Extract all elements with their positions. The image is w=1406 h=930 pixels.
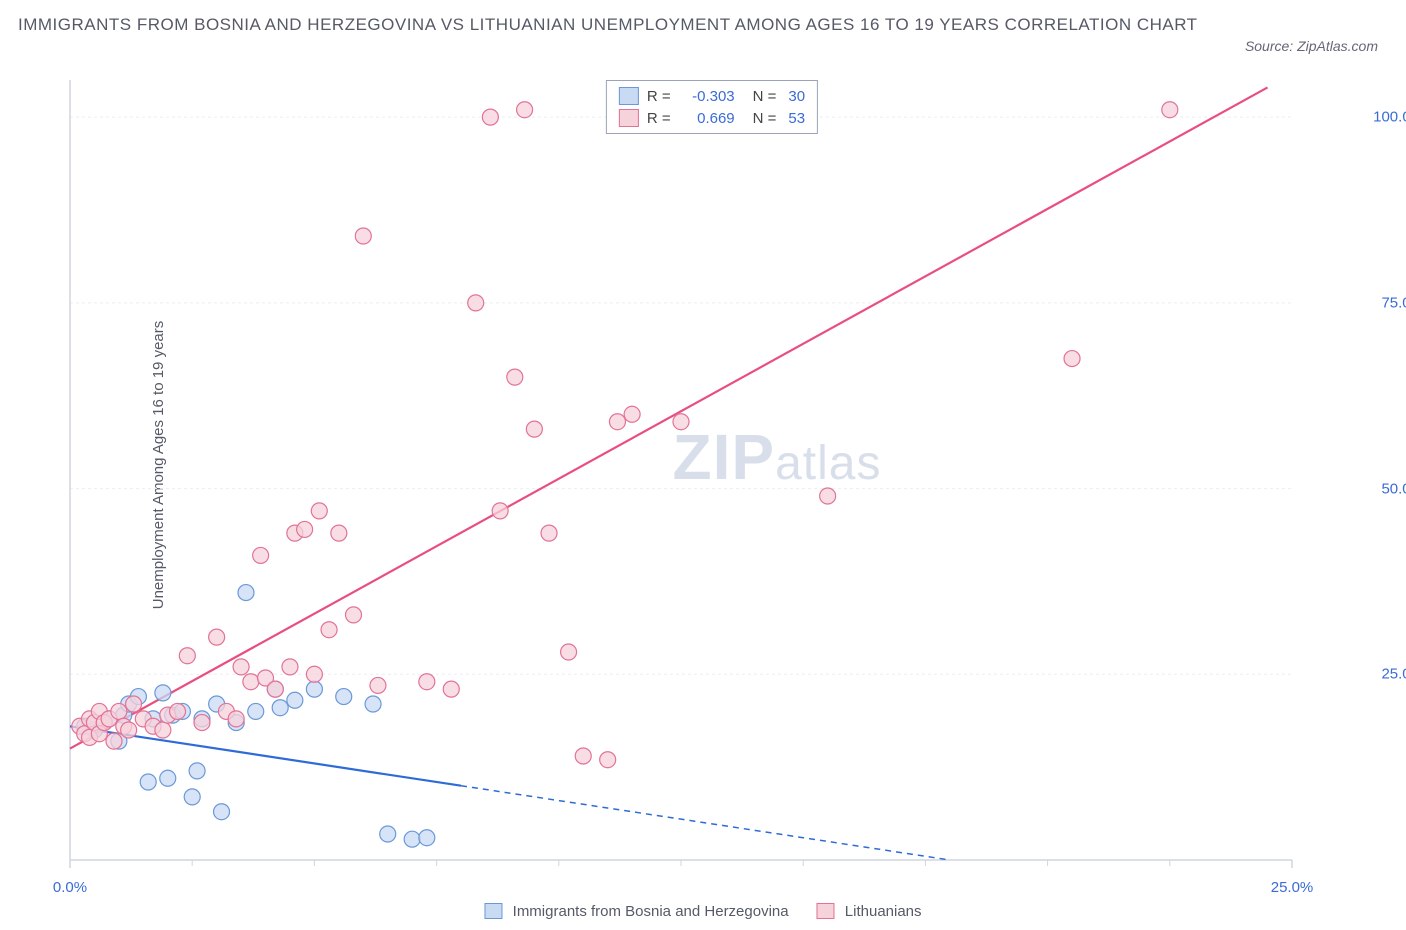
source-attribution: Source: ZipAtlas.com — [1245, 38, 1378, 54]
r-value: -0.303 — [683, 88, 735, 105]
bottom-legend: Immigrants from Bosnia and Herzegovina L… — [484, 903, 921, 920]
stats-row: R = -0.303 N = 30 — [619, 85, 805, 107]
stats-row: R = 0.669 N = 53 — [619, 107, 805, 129]
r-label: R = — [647, 88, 671, 105]
y-tick-label: 50.0% — [1381, 480, 1406, 497]
legend-label: Lithuanians — [845, 903, 922, 920]
n-value: 30 — [788, 88, 805, 105]
legend-item: Lithuanians — [817, 903, 922, 920]
y-tick-label: 25.0% — [1381, 666, 1406, 683]
x-tick-label: 0.0% — [53, 879, 87, 896]
chart-title: IMMIGRANTS FROM BOSNIA AND HERZEGOVINA V… — [18, 12, 1206, 38]
y-tick-label: 100.0% — [1373, 109, 1406, 126]
legend-item: Immigrants from Bosnia and Herzegovina — [484, 903, 788, 920]
y-tick-label: 75.0% — [1381, 294, 1406, 311]
series-swatch-icon — [817, 903, 835, 919]
stats-box: R = -0.303 N = 30 R = 0.669 N = 53 — [606, 80, 818, 134]
n-value: 53 — [788, 110, 805, 127]
r-value: 0.669 — [683, 110, 735, 127]
scatter-svg — [62, 78, 1362, 868]
r-label: R = — [647, 110, 671, 127]
series-swatch-icon — [619, 109, 639, 127]
n-label: N = — [753, 88, 777, 105]
legend-label: Immigrants from Bosnia and Herzegovina — [513, 903, 789, 920]
x-tick-label: 25.0% — [1271, 879, 1314, 896]
n-label: N = — [753, 110, 777, 127]
chart-plot-area: R = -0.303 N = 30 R = 0.669 N = 53 ZIPat… — [62, 78, 1362, 868]
series-swatch-icon — [619, 87, 639, 105]
series-swatch-icon — [484, 903, 502, 919]
